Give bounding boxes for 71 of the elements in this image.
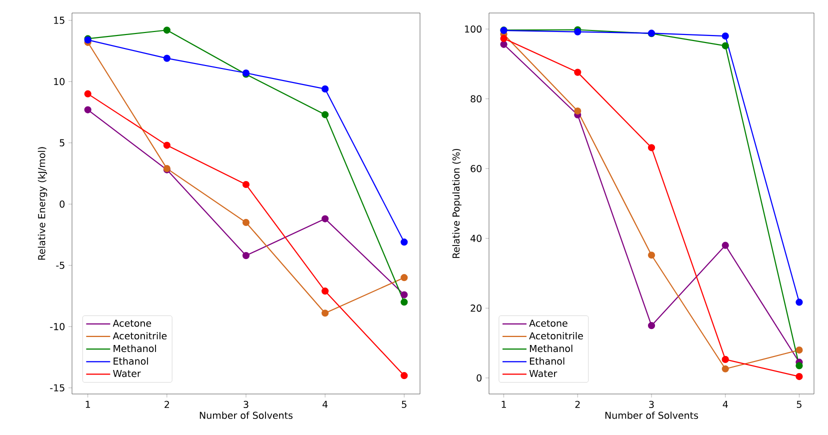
x-tick-label: 5 <box>402 400 406 408</box>
point <box>400 372 408 380</box>
legend-label: Acetone <box>529 320 568 327</box>
x-tick-label: 4 <box>322 400 328 408</box>
x-tick-label: 3 <box>649 400 654 408</box>
legend-label: Water <box>113 370 141 378</box>
point <box>722 42 729 50</box>
legend-label: Methanol <box>530 344 572 352</box>
point <box>500 40 508 48</box>
point <box>400 291 408 298</box>
point <box>722 242 729 249</box>
y-tick-label: 60 <box>470 165 482 172</box>
point <box>722 32 729 40</box>
point <box>722 356 729 363</box>
legend-label: Acetonitrile <box>529 332 583 340</box>
point <box>242 218 250 226</box>
y-tick-label: 80 <box>470 95 482 102</box>
point <box>400 274 408 282</box>
legend-label: Ethanol <box>114 357 148 365</box>
point <box>163 54 170 62</box>
y-tick-label: 10 <box>54 78 65 86</box>
y-tick-label: 0 <box>60 200 65 208</box>
point <box>796 298 803 306</box>
y-tick-label: 20 <box>470 304 482 312</box>
legend-label: Ethanol <box>530 357 564 365</box>
x-tick-label: 4 <box>722 400 728 408</box>
point <box>322 111 329 118</box>
x-tick-label: 1 <box>86 400 90 408</box>
y-axis-title: Relative Energy (kJ/mol) <box>38 147 48 260</box>
point <box>242 180 250 188</box>
y-tick-label: 40 <box>470 234 482 242</box>
y-axis-title: Relative Population (%) <box>452 148 462 258</box>
x-axis-title: Number of Solvents <box>605 412 698 419</box>
point <box>648 252 656 259</box>
point <box>163 26 170 34</box>
point <box>242 252 250 260</box>
y-tick-label: -5 <box>56 262 64 269</box>
x-tick-label: 1 <box>502 400 506 408</box>
point <box>722 365 729 372</box>
point <box>322 288 329 295</box>
y-tick-label: 15 <box>54 16 64 24</box>
point <box>322 310 329 317</box>
point <box>574 68 582 76</box>
point <box>796 372 803 380</box>
point <box>796 362 803 370</box>
point <box>648 322 656 330</box>
legend-label: Methanol <box>114 344 156 352</box>
x-tick-label: 2 <box>164 400 169 408</box>
y-tick-label: 100 <box>465 25 482 33</box>
point <box>574 107 582 115</box>
y-tick-label: 0 <box>476 374 482 382</box>
x-axis-title: Number of Solvents <box>200 412 293 419</box>
y-tick-label: -15 <box>50 384 64 392</box>
x-tick-label: 5 <box>796 400 802 408</box>
legend-label: Acetone <box>112 320 152 327</box>
point <box>84 90 92 98</box>
point <box>400 238 408 246</box>
point <box>163 142 170 149</box>
x-tick-label: 2 <box>575 400 580 408</box>
point <box>322 85 329 92</box>
y-tick-label: 5 <box>60 139 64 146</box>
point <box>400 298 408 306</box>
y-tick-label: -10 <box>50 323 65 330</box>
point <box>500 34 508 42</box>
legend-label: Water <box>529 370 558 378</box>
point <box>84 106 92 114</box>
x-tick-label: 3 <box>244 400 248 408</box>
point <box>322 215 329 222</box>
point <box>796 346 803 354</box>
point <box>648 144 656 152</box>
legend-label: Acetonitrile <box>112 332 167 340</box>
